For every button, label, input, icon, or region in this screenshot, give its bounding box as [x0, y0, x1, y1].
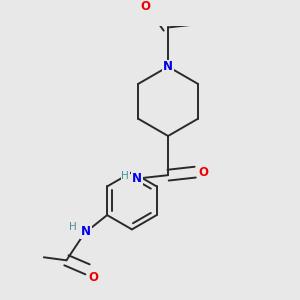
Text: N: N: [163, 60, 173, 73]
Text: O: O: [199, 166, 208, 178]
Text: O: O: [140, 0, 151, 13]
Text: H: H: [122, 171, 129, 181]
Text: O: O: [88, 271, 99, 284]
Text: N: N: [132, 172, 142, 185]
Text: H: H: [69, 221, 77, 232]
Text: N: N: [81, 225, 91, 238]
